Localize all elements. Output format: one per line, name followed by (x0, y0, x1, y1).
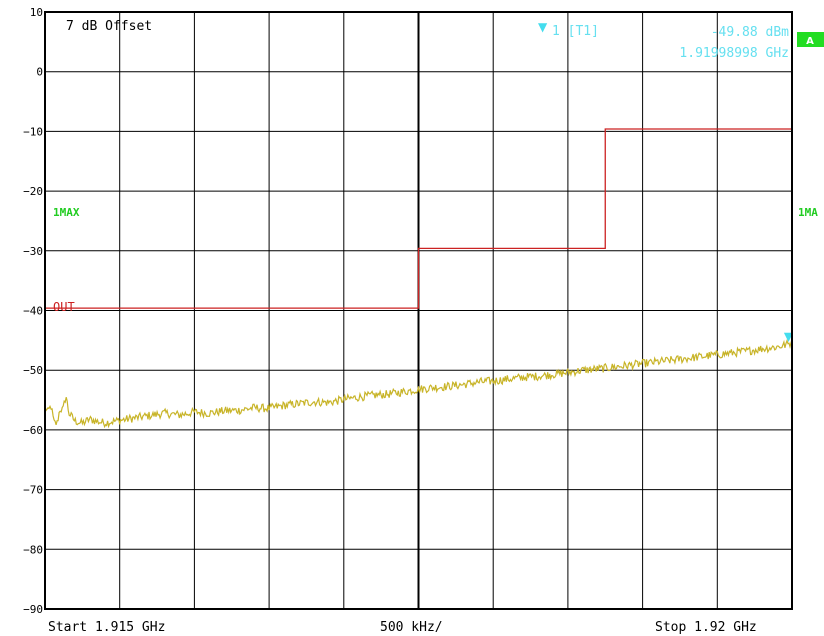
limit-line-path (45, 128, 792, 309)
y-tick-label: −60 (23, 424, 43, 437)
y-tick-label: −20 (23, 185, 43, 198)
y-tick-label: −70 (23, 484, 43, 497)
trace-line (44, 338, 793, 429)
marker-point-icon: ▼ (784, 330, 794, 344)
y-tick-label: −30 (23, 245, 43, 258)
badge-box (797, 32, 824, 47)
trace-label-left: 1MAX (53, 206, 80, 219)
plot-frame (44, 11, 793, 610)
y-tick-labels: 10 0 −10 −20 −30 −40 −50 −60 −70 −80 −90 (23, 6, 43, 616)
badge-label: A (806, 36, 814, 47)
footer-start-frequency: Start 1.915 GHz (48, 620, 166, 635)
annotations: 7 dB Offset ▼ 1 [T1] -49.88 dBm 1.919989… (53, 19, 824, 344)
y-tick-label: −50 (23, 364, 43, 377)
grid (44, 11, 793, 610)
marker-triangle-icon: ▼ (538, 20, 548, 34)
offset-label: 7 dB Offset (66, 19, 152, 34)
y-tick-label: 10 (30, 6, 43, 19)
y-tick-label: −10 (23, 125, 43, 138)
limit-line (45, 128, 792, 309)
marker-level: -49.88 dBm (711, 25, 789, 40)
trace-label-right: 1MA (798, 206, 818, 219)
limit-line-label: OUT (53, 300, 75, 314)
y-tick-label: −40 (23, 305, 43, 318)
y-tick-label: −80 (23, 543, 43, 556)
y-tick-label: 0 (36, 66, 43, 79)
trace-series (44, 338, 793, 429)
marker-frequency: 1.91998998 GHz (679, 46, 789, 61)
footer-span-per-division: 500 kHz/ (380, 620, 443, 635)
footer-stop-frequency: Stop 1.92 GHz (655, 620, 757, 635)
y-tick-label: −90 (23, 603, 43, 616)
marker-label: 1 [T1] (552, 24, 599, 39)
